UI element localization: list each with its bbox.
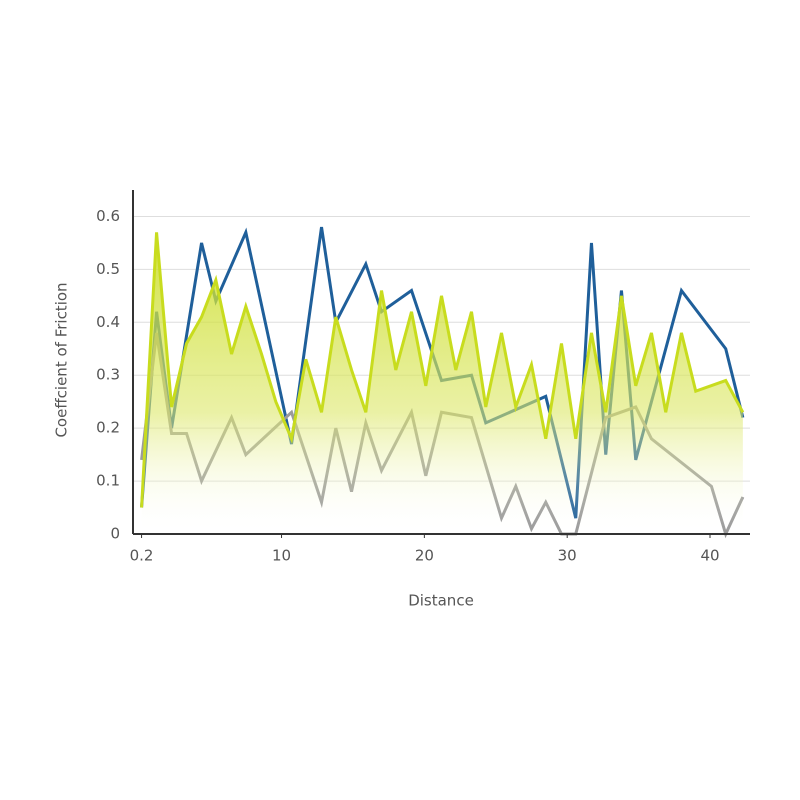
- y-tick-label: 0.3: [96, 366, 120, 384]
- area: [141, 232, 743, 535]
- y-tick-label: 0: [110, 525, 120, 543]
- x-tick-label: 30: [558, 547, 577, 565]
- y-tick-label: 0.4: [96, 313, 120, 331]
- x-tick-label: 0.2: [130, 547, 154, 565]
- y-axis-label: Coeffcient of Friction: [53, 282, 71, 437]
- x-tick-label: 10: [272, 547, 291, 565]
- x-tick-label: 40: [700, 547, 719, 565]
- x-tick-label: 20: [415, 547, 434, 565]
- plot: [140, 226, 745, 539]
- x-axis-label: Distance: [408, 592, 474, 610]
- y-tick-label: 0.2: [96, 419, 120, 437]
- y-tick-label: 0.1: [96, 472, 120, 490]
- y-tick-label: 0.5: [96, 260, 120, 278]
- series-line: [140, 232, 745, 508]
- y-tick-label: 0.6: [96, 207, 120, 225]
